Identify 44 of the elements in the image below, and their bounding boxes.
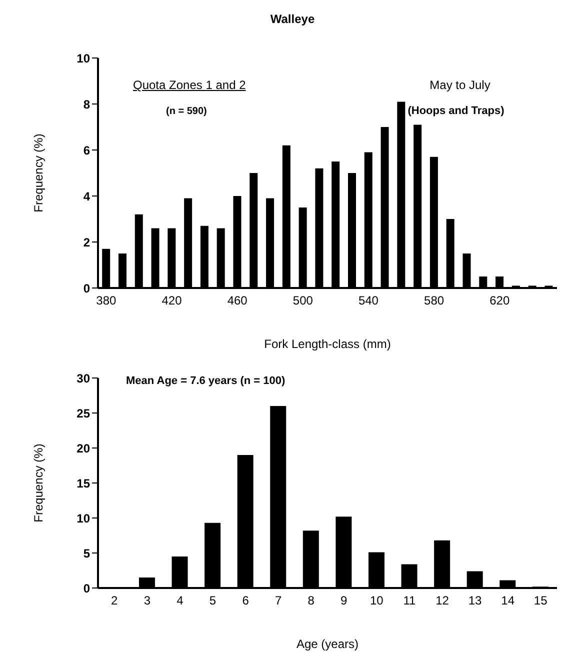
y-tick-label: 0 (83, 581, 90, 596)
x-tick-label: 460 (227, 294, 248, 308)
x-tick-label: 8 (308, 594, 315, 608)
y-tick-label: 5 (83, 546, 90, 560)
x-tick-label: 540 (358, 294, 379, 308)
x-tick-label: 420 (162, 294, 182, 308)
x-axis-title: Fork Length-class (mm) (264, 337, 391, 351)
annotation: Quota Zones 1 and 2 (133, 78, 246, 92)
y-tick-label: 10 (76, 51, 90, 66)
annotation: May to July (430, 78, 490, 92)
x-tick-label: 3 (144, 594, 151, 608)
y-tick-label: 0 (83, 281, 90, 296)
y-axis-title: Frequency (%) (31, 134, 46, 212)
y-tick-label: 6 (83, 143, 90, 158)
x-tick-label: 7 (274, 594, 282, 608)
y-tick-label: 20 (76, 441, 90, 456)
x-axis-title: Age (years) (296, 637, 359, 651)
y-tick-label: 10 (76, 511, 90, 526)
y-axis-title: Frequency (%) (31, 444, 46, 522)
x-tick-label: 6 (242, 594, 250, 608)
y-tick-label: 4 (83, 189, 90, 204)
x-tick-label: 5 (209, 594, 216, 608)
x-tick-label: 14 (501, 594, 515, 608)
x-tick-label: 9 (340, 594, 348, 608)
annotation: (n = 590) (166, 106, 207, 117)
y-tick-label: 8 (83, 97, 90, 112)
x-tick-label: 580 (424, 294, 444, 308)
x-tick-label: 15 (534, 594, 548, 608)
x-tick-label: 620 (490, 294, 510, 308)
x-tick-label: 500 (292, 294, 314, 308)
x-tick-label: 380 (96, 294, 117, 308)
annotation: Mean Age = 7.6 years (n = 100) (126, 375, 286, 387)
x-tick-label: 12 (436, 594, 450, 608)
x-tick-label: 10 (370, 594, 384, 608)
x-tick-label: 13 (468, 594, 482, 608)
y-tick-label: 30 (76, 371, 90, 386)
y-tick-label: 25 (76, 406, 90, 420)
x-tick-label: 2 (111, 594, 118, 608)
x-tick-label: 4 (176, 594, 184, 608)
x-tick-label: 11 (403, 594, 416, 608)
y-tick-label: 2 (83, 235, 90, 250)
annotation: (Hoops and Traps) (408, 105, 504, 117)
y-tick-label: 15 (76, 476, 90, 490)
chart-title: Walleye (269, 12, 316, 26)
